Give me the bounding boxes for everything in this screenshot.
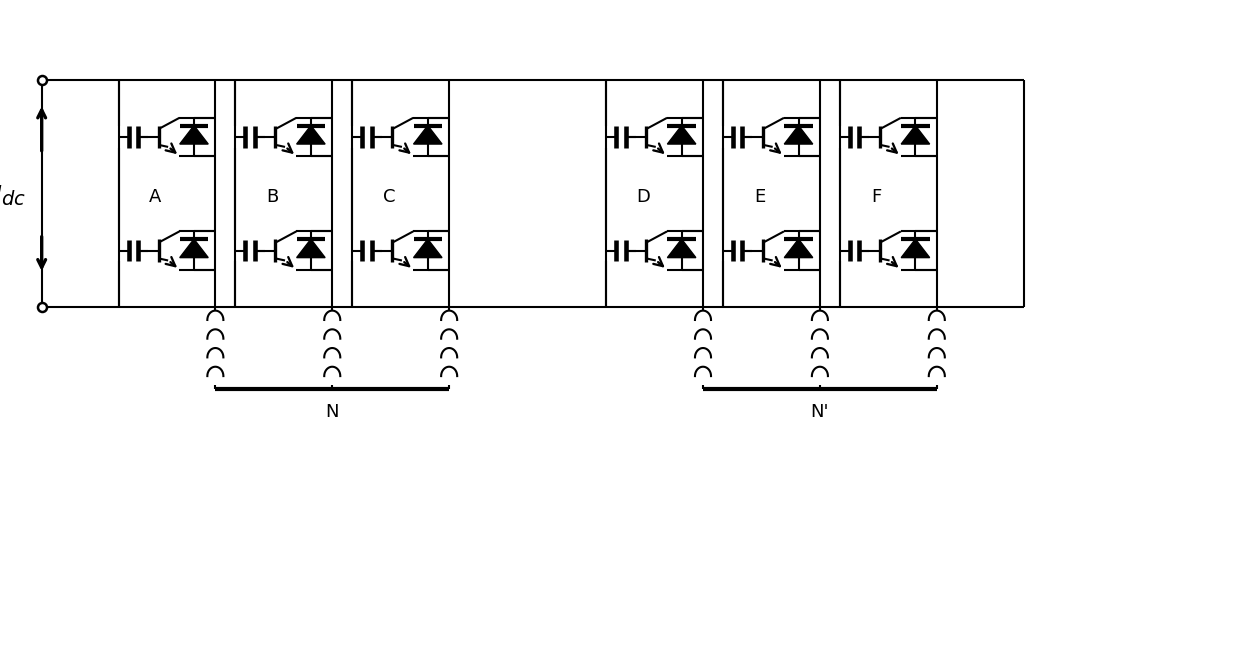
Text: B: B <box>266 188 279 206</box>
Text: F: F <box>871 188 882 206</box>
Polygon shape <box>180 239 208 258</box>
Polygon shape <box>414 126 442 144</box>
Polygon shape <box>296 126 325 144</box>
Polygon shape <box>668 239 696 258</box>
Polygon shape <box>180 126 208 144</box>
Polygon shape <box>901 126 929 144</box>
Text: D: D <box>636 188 649 206</box>
Polygon shape <box>414 239 442 258</box>
Polygon shape <box>784 239 813 258</box>
Text: N': N' <box>810 403 829 422</box>
Polygon shape <box>296 239 325 258</box>
Text: C: C <box>383 188 395 206</box>
Polygon shape <box>901 239 929 258</box>
Text: N: N <box>326 403 339 422</box>
Text: E: E <box>755 188 766 206</box>
Polygon shape <box>784 126 813 144</box>
Polygon shape <box>668 126 696 144</box>
Text: A: A <box>149 188 161 206</box>
Text: $u_{dc}$: $u_{dc}$ <box>0 180 26 208</box>
